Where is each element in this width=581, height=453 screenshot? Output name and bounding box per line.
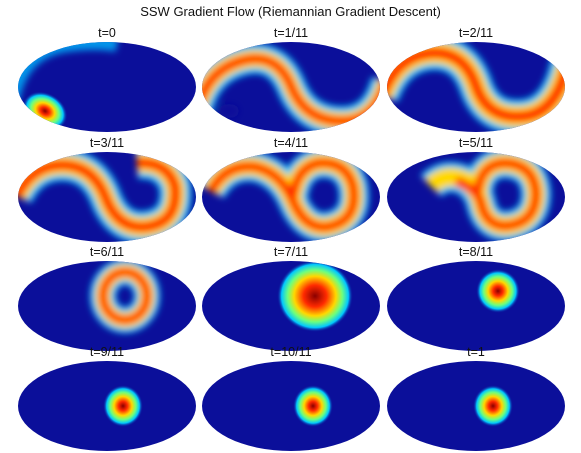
mollweide-heatmap <box>202 261 380 351</box>
mollweide-heatmap <box>18 261 196 351</box>
panel-label: t=1/11 <box>273 26 309 40</box>
panel-label: t=10/11 <box>270 345 312 359</box>
mollweide-heatmap <box>387 361 565 451</box>
panel-label: t=7/11 <box>273 245 309 259</box>
panel-label: t=2/11 <box>458 26 494 40</box>
panel-label: t=4/11 <box>273 136 309 150</box>
panel-10: t=10/11 <box>201 345 381 453</box>
mollweide-heatmap <box>18 152 196 242</box>
panel-7: t=7/11 <box>201 245 381 353</box>
figure-title: SSW Gradient Flow (Riemannian Gradient D… <box>140 4 441 19</box>
panel-label: t=8/11 <box>458 245 494 259</box>
panel-11: t=1 <box>386 345 566 453</box>
panel-label: t=3/11 <box>89 136 125 150</box>
mollweide-heatmap <box>202 361 380 451</box>
mollweide-heatmap <box>202 42 380 132</box>
panel-label: t=1 <box>467 345 485 359</box>
panel-8: t=8/11 <box>386 245 566 353</box>
mollweide-heatmap <box>387 42 565 132</box>
mollweide-heatmap <box>387 261 565 351</box>
panel-5: t=5/11 <box>386 136 566 244</box>
panel-2: t=2/11 <box>386 26 566 134</box>
panel-label: t=9/11 <box>89 345 125 359</box>
panel-label: t=0 <box>98 26 116 40</box>
mollweide-heatmap <box>387 152 565 242</box>
mollweide-heatmap <box>18 42 196 132</box>
panel-1: t=1/11 <box>201 26 381 134</box>
panel-4: t=4/11 <box>201 136 381 244</box>
panel-3: t=3/11 <box>17 136 197 244</box>
mollweide-heatmap <box>202 152 380 242</box>
mollweide-heatmap <box>18 361 196 451</box>
panel-9: t=9/11 <box>17 345 197 453</box>
panel-6: t=6/11 <box>17 245 197 353</box>
panel-label: t=6/11 <box>89 245 125 259</box>
panel-label: t=5/11 <box>458 136 494 150</box>
panel-0: t=0 <box>17 26 197 134</box>
